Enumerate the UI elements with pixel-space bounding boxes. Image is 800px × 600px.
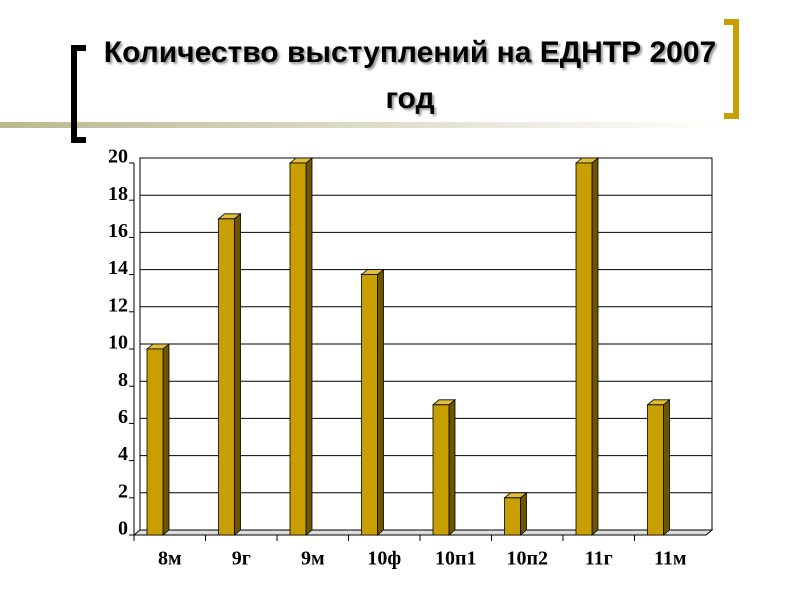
y-tick-label: 18	[108, 183, 128, 205]
x-tick-label: 9м	[301, 548, 325, 570]
bar-face	[361, 274, 378, 536]
bar	[217, 212, 242, 536]
right-bracket	[724, 19, 739, 119]
bar	[360, 268, 385, 536]
y-tick-label: 16	[108, 220, 128, 242]
x-tick-label: 8м	[158, 548, 182, 570]
bar-face	[146, 348, 164, 536]
x-tick-label: 11г	[585, 548, 613, 570]
title-rule	[0, 122, 720, 128]
bar-face	[432, 404, 450, 536]
x-tick-label: 11м	[654, 548, 687, 570]
bar	[145, 343, 171, 536]
y-tick-label: 12	[108, 294, 128, 316]
y-tick-label: 10	[108, 332, 128, 354]
x-tick-label: 10п2	[506, 548, 548, 570]
bar-face	[520, 491, 527, 536]
bar	[574, 157, 600, 536]
bar-face	[663, 398, 670, 536]
bar-face	[305, 157, 313, 536]
bar-face	[647, 404, 664, 536]
bar-face	[448, 398, 456, 536]
y-tick-label: 14	[108, 257, 128, 279]
bar-face	[234, 212, 241, 536]
bar-face	[591, 157, 599, 536]
bar	[431, 398, 457, 536]
bar	[288, 157, 314, 536]
y-tick-label: 4	[118, 443, 128, 465]
bar-face	[289, 162, 307, 536]
bar-face	[218, 218, 235, 536]
y-tick-label: 20	[108, 146, 128, 168]
bar	[503, 491, 528, 536]
bar-face	[377, 268, 384, 536]
x-tick-label: 9г	[232, 548, 251, 570]
y-tick-label: 2	[118, 480, 128, 502]
bar-face	[162, 343, 170, 536]
bar-face	[504, 497, 521, 536]
chart-title: Количество выступлений на ЕДНТР 2007 год	[103, 36, 717, 115]
y-tick-label: 8	[118, 369, 128, 391]
y-tick-label: 0	[118, 518, 128, 540]
bar	[646, 398, 671, 536]
bar-face	[575, 162, 593, 536]
y-tick-label: 6	[118, 406, 128, 428]
left-bracket	[71, 45, 86, 143]
x-tick-label: 10ф	[367, 548, 401, 570]
x-tick-label: 10п1	[435, 548, 477, 570]
